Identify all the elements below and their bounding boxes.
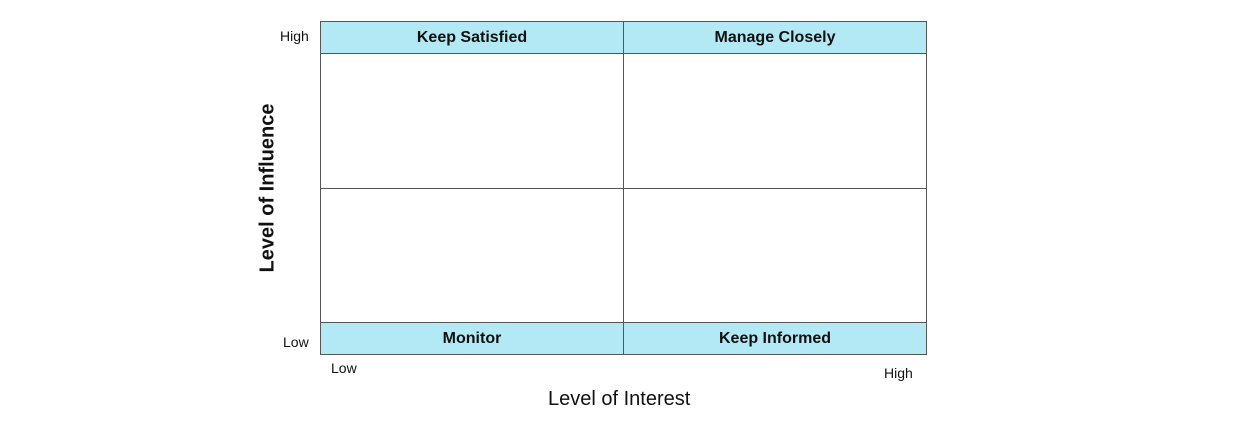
x-axis-low-label: Low <box>331 360 357 376</box>
quadrant-monitor: Monitor <box>321 323 623 354</box>
x-axis-title: Level of Interest <box>548 388 691 410</box>
x-axis-high-label: High <box>884 365 913 381</box>
y-axis-title: Level of Influence <box>256 103 279 273</box>
quadrant-manage-closely: Manage Closely <box>624 22 926 53</box>
y-axis-high-label: High <box>280 28 309 44</box>
matrix-grid: Keep Satisfied Manage Closely Monitor Ke… <box>320 21 927 355</box>
quadrant-keep-informed: Keep Informed <box>624 323 926 354</box>
y-axis-low-label: Low <box>283 334 309 350</box>
divider <box>623 22 624 354</box>
quadrant-keep-satisfied: Keep Satisfied <box>321 22 623 53</box>
